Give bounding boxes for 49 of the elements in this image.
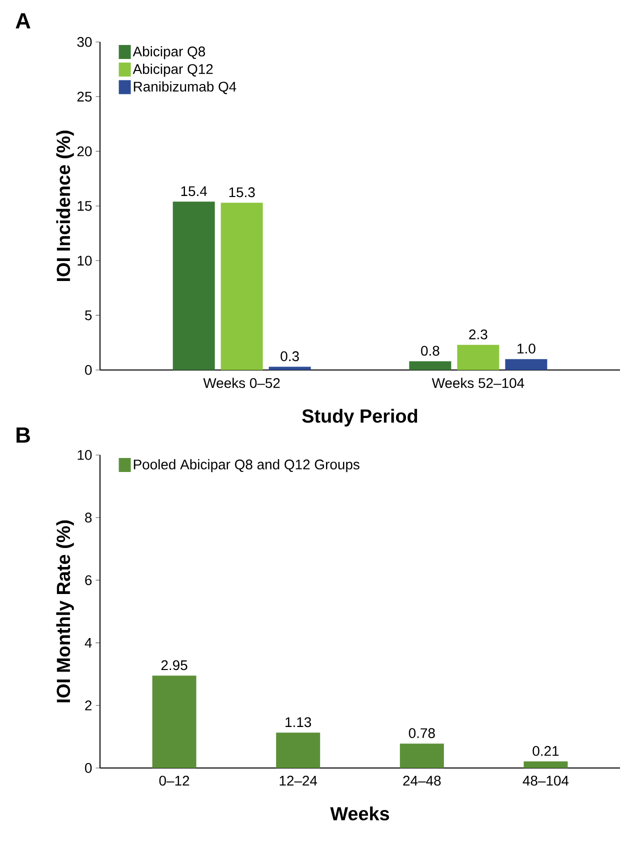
bar — [457, 344, 500, 370]
y-tick-label: 2 — [85, 700, 92, 710]
data-label: 0.21 — [532, 746, 559, 756]
bar — [152, 676, 196, 768]
y-tick-label: 25 — [77, 92, 92, 102]
y-tick-label: 10 — [78, 450, 92, 460]
x-tick-label: Weeks 52–104 — [432, 378, 524, 388]
chart-title: A — [16, 13, 30, 28]
y-axis-title: IOI Monthly Rate (%) — [56, 520, 74, 702]
bar — [276, 732, 320, 768]
y-axis-title: IOI Incidence (%) — [56, 130, 74, 281]
x-tick-label: 24–48 — [403, 776, 441, 786]
data-label: 0.8 — [421, 346, 440, 356]
legend-label: Abicipar Q8 — [132, 46, 206, 60]
data-label: 1.0 — [518, 344, 536, 354]
y-tick-label: 8 — [85, 512, 92, 523]
y-tick-label: 10 — [78, 256, 92, 266]
data-label: 1.13 — [286, 717, 312, 728]
bar — [172, 202, 215, 370]
x-axis-title: Study Period — [302, 408, 418, 426]
x-tick-label: Weeks 0–52 — [203, 378, 280, 388]
x-tick-label: 0–12 — [159, 776, 190, 786]
chart-title: B — [16, 428, 30, 443]
bar — [505, 359, 548, 370]
legend-label: Pooled Abicipar Q8 and Q12 Groups — [134, 459, 360, 472]
bar — [400, 744, 444, 768]
bar — [409, 361, 452, 370]
data-label: 2.95 — [161, 660, 188, 670]
data-label: 15.4 — [181, 186, 207, 196]
data-label: 0.3 — [280, 351, 299, 362]
y-tick-label: 0 — [85, 763, 92, 773]
data-label: 15.3 — [229, 187, 255, 198]
y-tick-label: 0 — [85, 365, 92, 375]
legend-label: Abicipar Q12 — [132, 64, 213, 77]
y-tick-label: 5 — [85, 310, 92, 320]
x-axis-title: Weeks — [330, 806, 390, 820]
data-label: 2.3 — [469, 329, 488, 340]
data-label: 0.78 — [408, 728, 435, 738]
y-tick-label: 4 — [84, 638, 92, 648]
y-tick-label: 6 — [85, 575, 92, 586]
legend-label: Ranibizumab Q4 — [134, 81, 236, 94]
y-tick-label: 15 — [78, 201, 92, 211]
bar — [220, 202, 263, 370]
y-tick-label: 20 — [77, 146, 92, 156]
bar — [268, 366, 311, 370]
x-tick-label: 12–24 — [280, 776, 318, 786]
x-tick-label: 48–104 — [522, 776, 569, 786]
bar — [524, 761, 568, 768]
y-tick-label: 30 — [77, 37, 92, 47]
